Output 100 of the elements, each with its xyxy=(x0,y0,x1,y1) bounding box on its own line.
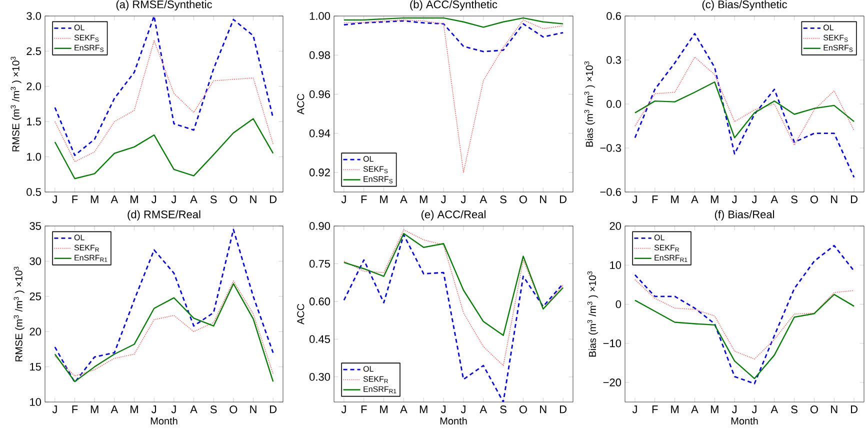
chart-title: (c) Bias/Synthetic xyxy=(702,0,787,10)
legend-label: OL xyxy=(363,366,374,372)
legend-label: EnSRF$_{S}$ xyxy=(74,44,104,52)
x-tick-label: D xyxy=(560,196,566,204)
line-series xyxy=(634,32,855,178)
line-series xyxy=(54,228,274,383)
y-tick-label: 20 xyxy=(30,328,42,336)
y-tick-label: 15 xyxy=(30,362,41,371)
x-tick-label: J xyxy=(460,406,466,414)
y-tick-label: 0.92 xyxy=(309,168,330,176)
x-tick-label: A xyxy=(480,196,488,204)
x-tick-label: D xyxy=(850,196,858,204)
x-tick-label: N xyxy=(250,406,256,414)
line-series xyxy=(54,118,274,180)
y-tick-label: 10 xyxy=(30,398,42,406)
x-tick-label: S xyxy=(210,196,217,204)
y-axis-title: ACC xyxy=(297,304,304,325)
y-tick-label: −0.6 xyxy=(600,188,621,196)
x-tick-label: J xyxy=(460,196,466,204)
x-tick-label: O xyxy=(519,196,527,204)
x-tick-label: M xyxy=(90,196,98,204)
chart-title: (a) RMSE/Synthetic xyxy=(116,0,212,10)
x-tick-label: N xyxy=(831,196,838,204)
y-tick-label: 35 xyxy=(30,222,41,230)
x-tick-label: A xyxy=(400,196,408,204)
y-tick-label: 0.75 xyxy=(309,260,330,268)
x-tick-label: F xyxy=(72,406,78,414)
x-tick-label: J xyxy=(341,406,346,414)
legend-label: EnSRF$_{R1}$ xyxy=(654,254,688,262)
x-tick-label: J xyxy=(732,406,736,414)
x-tick-label: A xyxy=(691,196,698,204)
x-tick-label: J xyxy=(152,406,156,414)
legend-label: SEKF$_{S}$ xyxy=(824,34,848,42)
x-tick-label: M xyxy=(380,406,388,414)
x-tick-label: N xyxy=(540,196,546,204)
x-tick-label: F xyxy=(652,406,658,414)
x-tick-label: S xyxy=(500,406,506,414)
legend-label: SEKF$_{R}$ xyxy=(74,244,99,252)
x-tick-label: O xyxy=(519,406,527,414)
legend-label: EnSRF$_{S}$ xyxy=(364,176,393,184)
legend-label: SEKF$_{S}$ xyxy=(74,34,99,42)
x-tick-label: A xyxy=(770,406,778,414)
x-tick-label: A xyxy=(691,406,698,414)
x-tick-label: J xyxy=(440,196,446,204)
x-tick-label: M xyxy=(380,196,388,204)
x-tick-label: A xyxy=(770,196,778,204)
y-tick-label: −20 xyxy=(603,378,622,386)
x-axis-title: Month xyxy=(440,417,467,425)
y-tick-label: 0.0 xyxy=(606,100,622,108)
x-tick-label: M xyxy=(710,406,718,414)
chart-title: (b) ACC/Synthetic xyxy=(410,0,498,10)
x-tick-label: J xyxy=(440,406,446,414)
line-series xyxy=(634,244,855,384)
x-tick-label: M xyxy=(90,406,98,414)
y-tick-label: 0.5 xyxy=(26,188,41,196)
x-tick-label: A xyxy=(190,196,198,204)
y-tick-label: 0.94 xyxy=(309,129,330,138)
x-tick-label: A xyxy=(110,196,118,204)
y-tick-label: 1.00 xyxy=(310,12,330,20)
y-tick-label: 0.96 xyxy=(309,90,330,98)
x-tick-label: J xyxy=(752,196,756,204)
line-series xyxy=(344,19,564,173)
x-tick-label: O xyxy=(810,196,818,204)
x-tick-label: A xyxy=(110,406,118,414)
y-tick-label: −0.3 xyxy=(600,144,621,152)
x-tick-label: N xyxy=(831,406,838,414)
y-axis-title: RMSE (m$^{3}$ /m$^{3}$ ) ×10$^{3}$ xyxy=(14,266,24,362)
x-axis-title: Month xyxy=(731,417,758,425)
legend-label: OL xyxy=(654,234,664,240)
y-tick-label: 0.60 xyxy=(309,298,330,306)
x-tick-label: M xyxy=(420,406,428,414)
legend-label: SEKF$_{R}$ xyxy=(654,244,680,252)
legend-label: EnSRF$_{R1}$ xyxy=(74,254,108,262)
x-tick-label: A xyxy=(480,406,488,414)
x-tick-label: J xyxy=(171,196,176,204)
x-tick-label: F xyxy=(652,196,658,204)
x-tick-label: N xyxy=(540,406,546,414)
chart-title: (e) ACC/Real xyxy=(421,210,486,220)
line-series xyxy=(343,234,564,402)
line-series xyxy=(344,229,564,366)
y-tick-label: 0.45 xyxy=(309,335,330,344)
y-tick-label: 0 xyxy=(616,300,622,308)
y-tick-label: 0.90 xyxy=(309,222,330,230)
y-tick-label: 1.0 xyxy=(27,152,42,161)
line-series xyxy=(54,16,274,156)
line-series xyxy=(634,56,854,146)
x-tick-label: S xyxy=(791,196,798,204)
y-tick-label: 20 xyxy=(610,222,622,230)
x-tick-label: O xyxy=(810,406,818,414)
x-tick-label: J xyxy=(152,196,156,204)
y-axis-title: Bias (m$^{3}$ /m$^{3}$ ) ×10$^{3}$ xyxy=(584,61,595,147)
x-tick-label: A xyxy=(400,406,408,414)
x-tick-label: D xyxy=(850,406,858,414)
y-tick-label: 0.98 xyxy=(309,51,330,60)
legend-label: OL xyxy=(74,234,84,240)
y-tick-label: 2.5 xyxy=(26,47,41,56)
y-tick-label: 2.0 xyxy=(26,82,42,90)
x-tick-label: J xyxy=(341,196,346,204)
x-tick-label: O xyxy=(230,406,238,414)
line-series xyxy=(634,279,854,360)
